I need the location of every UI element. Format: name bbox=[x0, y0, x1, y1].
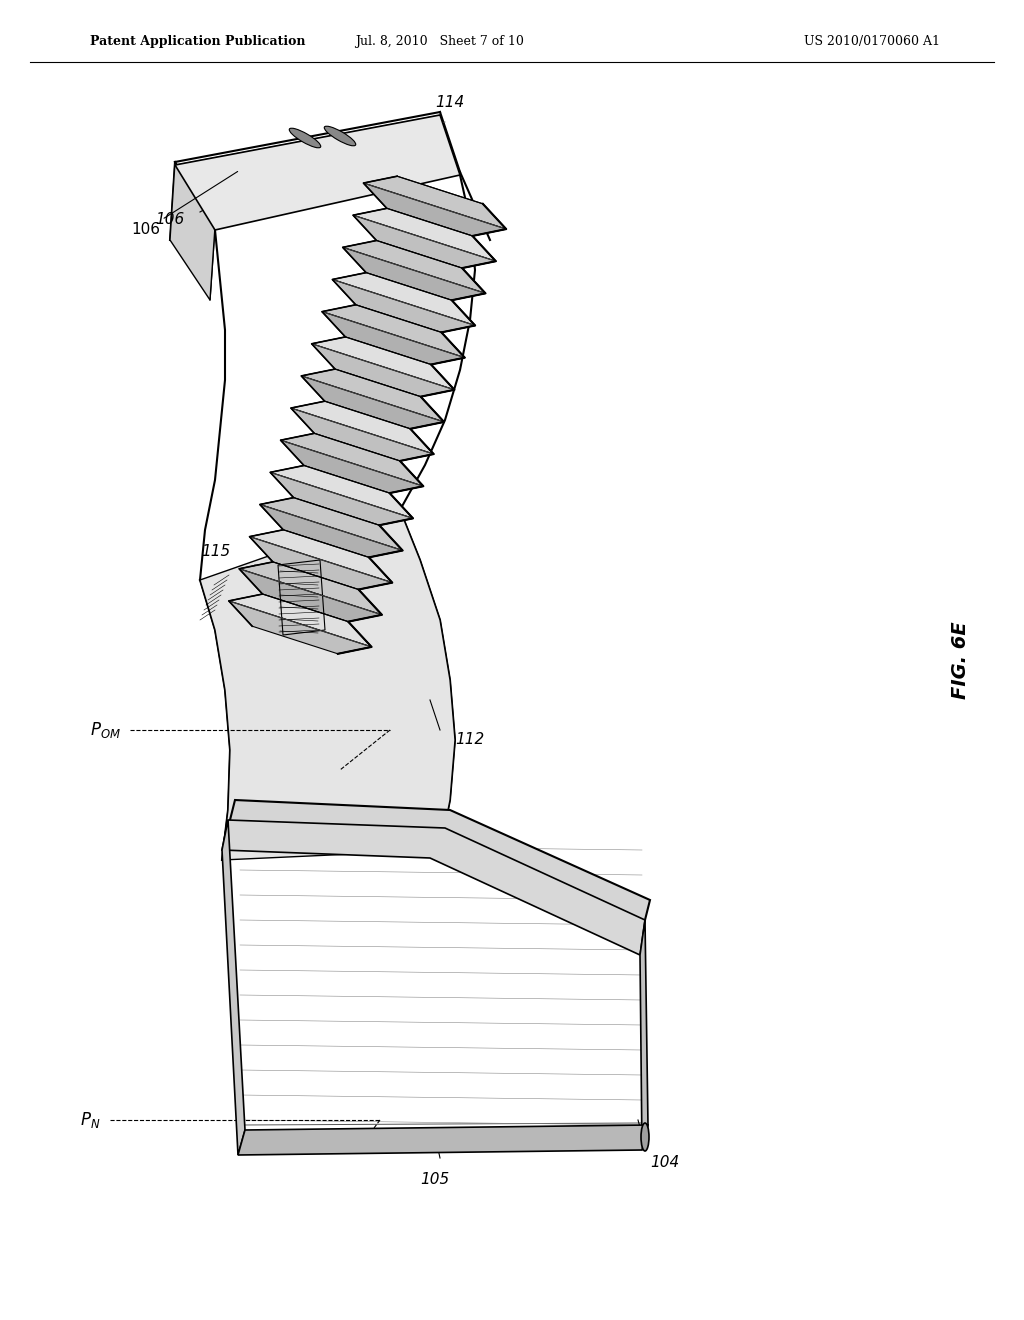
Polygon shape bbox=[281, 440, 423, 494]
Polygon shape bbox=[353, 209, 496, 261]
Polygon shape bbox=[270, 473, 413, 525]
Polygon shape bbox=[343, 240, 485, 293]
Polygon shape bbox=[260, 504, 402, 557]
Text: FIG. 6E: FIG. 6E bbox=[950, 622, 970, 698]
Polygon shape bbox=[225, 800, 650, 940]
Polygon shape bbox=[222, 820, 245, 1155]
Text: 115: 115 bbox=[201, 544, 230, 560]
Polygon shape bbox=[333, 280, 475, 333]
Polygon shape bbox=[240, 569, 382, 622]
Polygon shape bbox=[200, 510, 455, 861]
Text: Patent Application Publication: Patent Application Publication bbox=[90, 36, 305, 48]
Polygon shape bbox=[333, 273, 475, 326]
Polygon shape bbox=[301, 376, 444, 429]
Text: 112: 112 bbox=[455, 733, 484, 747]
Polygon shape bbox=[228, 594, 372, 647]
Polygon shape bbox=[270, 466, 413, 519]
Ellipse shape bbox=[641, 1123, 649, 1151]
Polygon shape bbox=[301, 370, 444, 422]
Polygon shape bbox=[640, 920, 648, 1150]
Polygon shape bbox=[170, 162, 215, 300]
Text: 105: 105 bbox=[421, 1172, 450, 1187]
Polygon shape bbox=[240, 562, 382, 615]
Text: US 2010/0170060 A1: US 2010/0170060 A1 bbox=[804, 36, 940, 48]
Polygon shape bbox=[311, 343, 455, 396]
Text: $P_N$: $P_N$ bbox=[80, 1110, 100, 1130]
Text: 106: 106 bbox=[156, 213, 185, 227]
Ellipse shape bbox=[289, 128, 321, 148]
Polygon shape bbox=[291, 408, 434, 461]
Polygon shape bbox=[364, 176, 506, 230]
Polygon shape bbox=[343, 247, 485, 300]
Polygon shape bbox=[364, 183, 506, 236]
Ellipse shape bbox=[325, 127, 355, 145]
Polygon shape bbox=[175, 115, 460, 230]
Text: $P_{OM}$: $P_{OM}$ bbox=[90, 719, 121, 741]
Polygon shape bbox=[322, 305, 465, 358]
Polygon shape bbox=[281, 433, 423, 486]
Polygon shape bbox=[311, 337, 455, 389]
Polygon shape bbox=[353, 215, 496, 268]
Polygon shape bbox=[250, 529, 392, 582]
Text: 104: 104 bbox=[650, 1155, 679, 1170]
Polygon shape bbox=[238, 1125, 648, 1155]
Text: 106: 106 bbox=[131, 172, 238, 238]
Polygon shape bbox=[228, 601, 372, 653]
Polygon shape bbox=[322, 312, 465, 364]
Polygon shape bbox=[250, 537, 392, 590]
Text: 114: 114 bbox=[435, 95, 464, 110]
Text: Jul. 8, 2010   Sheet 7 of 10: Jul. 8, 2010 Sheet 7 of 10 bbox=[355, 36, 524, 48]
Polygon shape bbox=[222, 820, 645, 954]
Polygon shape bbox=[260, 498, 402, 550]
Polygon shape bbox=[291, 401, 434, 454]
